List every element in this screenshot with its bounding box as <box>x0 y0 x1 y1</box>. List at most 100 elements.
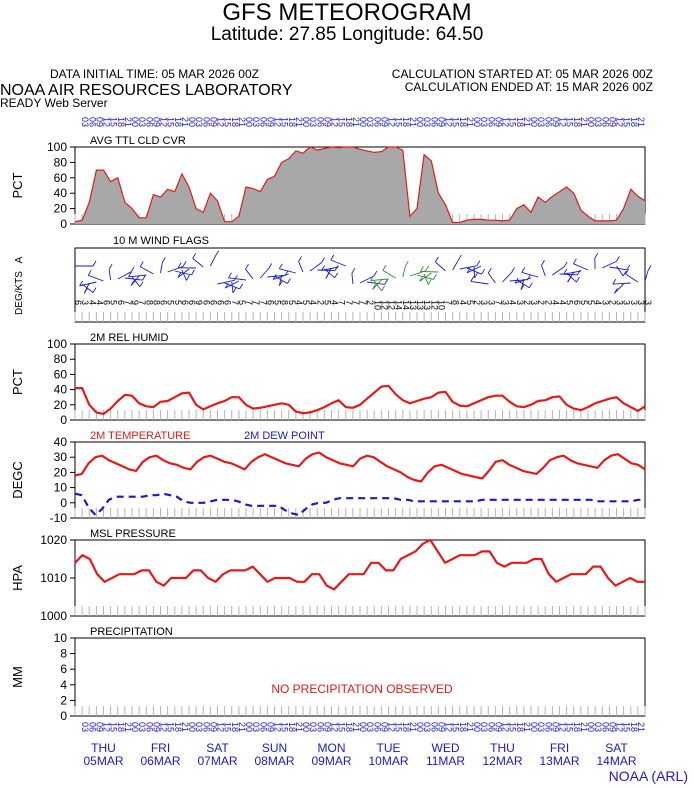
wind-speed-label: 4 <box>294 300 304 305</box>
bottom-hour-label: 18 <box>515 722 525 732</box>
wind-speed-label: 6 <box>180 300 190 305</box>
y-axis-suffix: A <box>14 256 25 263</box>
wind-speed-label: 4 <box>458 300 468 305</box>
wind-barb-flag <box>287 278 291 284</box>
wind-barb-flag <box>330 254 335 261</box>
wind-barb-flag <box>325 273 330 279</box>
wind-barb <box>321 266 339 271</box>
wind-barb-flag <box>177 262 182 269</box>
top-hour-label: 09 <box>607 117 617 127</box>
bottom-hour-label: 06 <box>201 722 211 732</box>
wind-barb-flag <box>435 256 439 263</box>
wind-barb-flag <box>458 254 462 261</box>
bottom-hour-label: 12 <box>501 722 511 732</box>
wind-speed-label: 3 <box>486 300 496 305</box>
wind-barb <box>351 273 354 285</box>
bottom-hour-label: 12 <box>444 722 454 732</box>
wind-speed-label: 7 <box>251 300 261 305</box>
wind-speed-label: 5 <box>322 300 332 305</box>
top-hour-label: 09 <box>436 117 446 127</box>
wind-barb-flag <box>577 269 581 276</box>
y-tick-label: 40 <box>54 435 68 449</box>
wind-barb <box>552 266 565 276</box>
y-tick-label: 0 <box>60 709 67 723</box>
wind-barb-flag <box>528 282 533 289</box>
series-line <box>75 384 646 415</box>
wind-speed-label: 4 <box>508 300 518 305</box>
top-hour-label: 18 <box>629 117 639 127</box>
wind-speed-label: 4 <box>308 300 318 305</box>
wind-barb-flag <box>162 257 166 263</box>
wind-barb <box>177 268 190 278</box>
bottom-hour-label: 03 <box>308 722 318 732</box>
y-tick-label: 80 <box>54 155 68 169</box>
wind-barb <box>279 268 297 274</box>
bottom-hour-label: 18 <box>572 722 582 732</box>
top-hour-label: 00 <box>130 117 140 127</box>
y-tick-label: 20 <box>54 202 68 216</box>
y-tick-label: 1020 <box>40 533 67 547</box>
wind-barb-flag <box>511 267 515 273</box>
y-tick-label: 60 <box>54 367 68 381</box>
wind-speed-label: 3 <box>80 300 90 305</box>
bottom-hour-label: 09 <box>265 722 275 732</box>
wind-speed-label: 4 <box>94 300 104 305</box>
wind-barb-flag <box>192 253 197 259</box>
bottom-hour-label: 18 <box>458 722 468 732</box>
bottom-hour-label: 18 <box>629 722 639 732</box>
day-of-week-label: SUN <box>262 741 287 755</box>
top-hour-label: 18 <box>173 117 183 127</box>
y-tick-label: 4 <box>60 678 67 692</box>
panel-frame <box>74 441 646 519</box>
wind-speed-label: 10 <box>436 300 446 310</box>
wind-barb-flag <box>108 263 113 270</box>
y-axis-label: DEGC <box>10 461 25 499</box>
cloud-cover-area <box>75 147 645 224</box>
bottom-hour-label: 15 <box>565 722 575 732</box>
wind-barb-flag <box>268 263 273 269</box>
wind-barb-flag <box>626 264 631 271</box>
series-line <box>74 538 645 591</box>
top-hour-label: 00 <box>529 117 539 127</box>
top-hour-label: 18 <box>401 117 411 127</box>
top-time-axis: 0306091215182100030609121518210003060912… <box>80 117 646 127</box>
wind-speed-label: 4 <box>87 300 97 305</box>
panel-frame <box>74 247 646 323</box>
top-hour-label: 21 <box>123 117 133 127</box>
bottom-hour-label: 03 <box>536 722 546 732</box>
bottom-hour-label: 03 <box>194 722 204 732</box>
wind-speed-label: 3 <box>622 300 632 305</box>
location-subtitle: Latitude: 27.85 Longitude: 64.50 <box>210 24 484 45</box>
wind-speed-label: 5 <box>287 300 297 305</box>
day-of-week-label: SAT <box>605 741 628 755</box>
wind-barb-flag <box>614 288 618 294</box>
wind-barb <box>435 261 446 272</box>
day-date-label: 14MAR <box>596 754 636 768</box>
wind-speed-label: 3 <box>479 300 489 305</box>
wind-barb <box>108 269 112 281</box>
wind-speed-label: 9 <box>194 300 204 305</box>
top-hour-label: 21 <box>294 117 304 127</box>
bottom-hour-label: 15 <box>394 722 404 732</box>
wind-barb-flag <box>298 256 302 262</box>
wind-barb-flag <box>279 280 283 286</box>
wind-speed-label: 14 <box>401 300 411 310</box>
y-tick-label: 40 <box>54 383 68 397</box>
bottom-hour-label: 21 <box>180 722 190 732</box>
wind-barb <box>79 281 97 287</box>
top-hour-label: 21 <box>180 117 190 127</box>
top-hour-label: 03 <box>251 117 261 127</box>
bottom-hour-label: 09 <box>436 722 446 732</box>
wind-barb <box>225 280 240 289</box>
wind-speed-label: 2 <box>543 300 553 305</box>
panel-frame <box>74 539 646 617</box>
top-hour-label: 15 <box>166 117 176 127</box>
top-hour-label: 12 <box>102 117 112 127</box>
wind-speed-label: 7 <box>493 300 503 305</box>
wind-barb <box>217 279 235 285</box>
top-hour-label: 09 <box>379 117 389 127</box>
bottom-hour-label: 00 <box>130 722 140 732</box>
bottom-hour-label: 15 <box>337 722 347 732</box>
wind-barb-flag <box>384 279 389 285</box>
